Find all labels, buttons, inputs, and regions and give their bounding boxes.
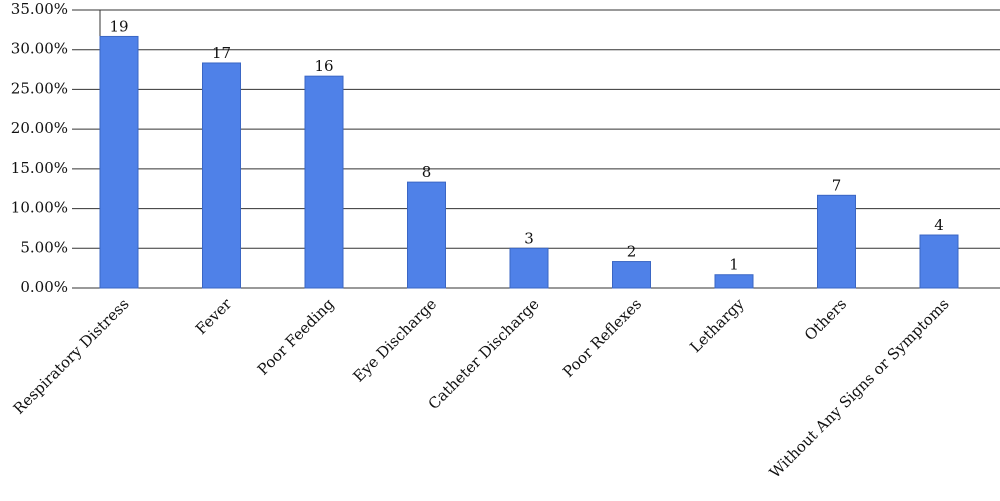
- bar: [919, 234, 959, 289]
- y-tick-label: 20.00%: [11, 119, 68, 137]
- x-tick-label: Without Any Signs or Symptoms: [766, 295, 953, 482]
- bar-count-label: 17: [212, 44, 231, 62]
- y-tick-label: 0.00%: [20, 278, 68, 296]
- y-tick-label: 5.00%: [20, 238, 68, 256]
- bar-count-label: 1: [729, 256, 739, 274]
- x-tick-label: Eye Discharge: [349, 295, 440, 386]
- bar: [407, 181, 446, 289]
- x-tick-label: Poor Reflexes: [559, 295, 645, 381]
- y-tick-label: 30.00%: [11, 40, 68, 58]
- bar-count-label: 19: [109, 17, 128, 35]
- bar: [99, 35, 139, 289]
- bar: [202, 62, 241, 289]
- x-tick-label: Others: [801, 295, 850, 344]
- bar-count-label: 7: [832, 176, 842, 194]
- bar: [817, 194, 856, 289]
- bar-count-label: 4: [934, 216, 944, 234]
- bar-count-label: 16: [314, 57, 333, 75]
- y-tick-label: 10.00%: [11, 199, 68, 217]
- bar: [304, 75, 344, 289]
- x-tick-label: Catheter Discharge: [425, 295, 543, 413]
- bar: [714, 274, 754, 289]
- y-tick-label: 15.00%: [11, 159, 68, 177]
- x-tick-label: Poor Feeding: [254, 295, 338, 379]
- bar: [612, 261, 651, 289]
- y-tick-label: 25.00%: [11, 79, 68, 97]
- bar-count-label: 8: [422, 163, 432, 181]
- bar-count-label: 3: [524, 229, 534, 247]
- y-tick-label: 35.00%: [11, 0, 68, 18]
- x-tick-label: Fever: [192, 294, 236, 338]
- bar: [509, 247, 549, 289]
- x-tick-label: Respiratory Distress: [10, 295, 133, 418]
- bar-count-label: 2: [627, 243, 637, 261]
- x-tick-label: Lethargy: [686, 295, 748, 357]
